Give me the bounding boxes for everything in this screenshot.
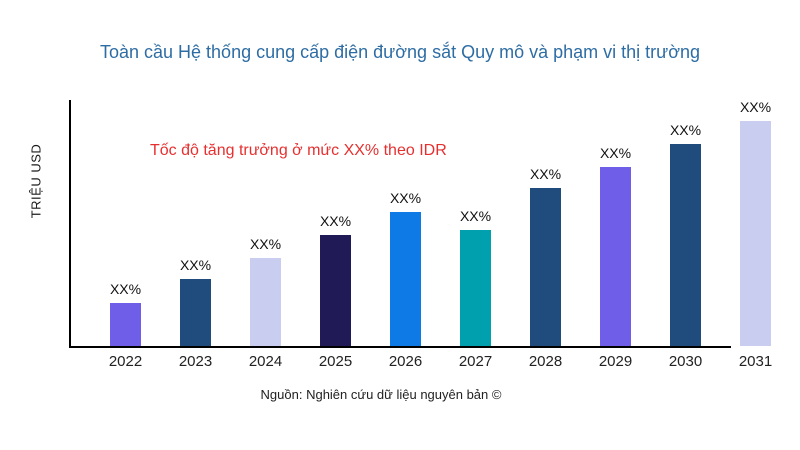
bar-value-label-2025: XX% — [319, 213, 352, 229]
bar-value-label-2022: XX% — [109, 281, 142, 297]
bar-value-label-2027: XX% — [459, 208, 492, 224]
y-axis-line — [69, 100, 71, 348]
bar-2028 — [530, 188, 561, 346]
growth-annotation: Tốc độ tăng trưởng ở mức XX% theo IDR — [150, 142, 447, 159]
x-tick-2023: 2023 — [178, 353, 213, 370]
x-tick-2028: 2028 — [528, 353, 563, 370]
bar-2027 — [460, 230, 491, 346]
bar-value-label-2029: XX% — [599, 145, 632, 161]
x-axis-line — [69, 346, 731, 348]
source-note: Nguồn: Nghiên cứu dữ liệu nguyên bản © — [260, 387, 502, 402]
x-tick-2025: 2025 — [318, 353, 353, 370]
x-tick-2026: 2026 — [388, 353, 423, 370]
x-tick-2031: 2031 — [738, 353, 773, 370]
bar-2029 — [600, 167, 631, 346]
y-axis-label: TRIỆU USD — [28, 143, 44, 219]
bar-value-label-2024: XX% — [249, 236, 282, 252]
bar-value-label-2030: XX% — [669, 122, 702, 138]
bar-2031 — [740, 121, 771, 346]
bar-2023 — [180, 279, 211, 346]
bar-value-label-2023: XX% — [179, 257, 212, 273]
x-tick-2027: 2027 — [458, 353, 493, 370]
bar-value-label-2031: XX% — [739, 99, 772, 115]
chart-title: Toàn cầu Hệ thống cung cấp điện đường sắ… — [99, 42, 701, 62]
bar-value-label-2028: XX% — [529, 166, 562, 182]
bar-2026 — [390, 212, 421, 346]
bar-2030 — [670, 144, 701, 346]
bar-value-label-2026: XX% — [389, 190, 422, 206]
x-tick-2022: 2022 — [108, 353, 143, 370]
bar-2025 — [320, 235, 351, 346]
x-tick-2024: 2024 — [248, 353, 283, 370]
bar-2024 — [250, 258, 281, 346]
x-tick-2029: 2029 — [598, 353, 633, 370]
bar-2022 — [110, 303, 141, 346]
x-tick-2030: 2030 — [668, 353, 703, 370]
